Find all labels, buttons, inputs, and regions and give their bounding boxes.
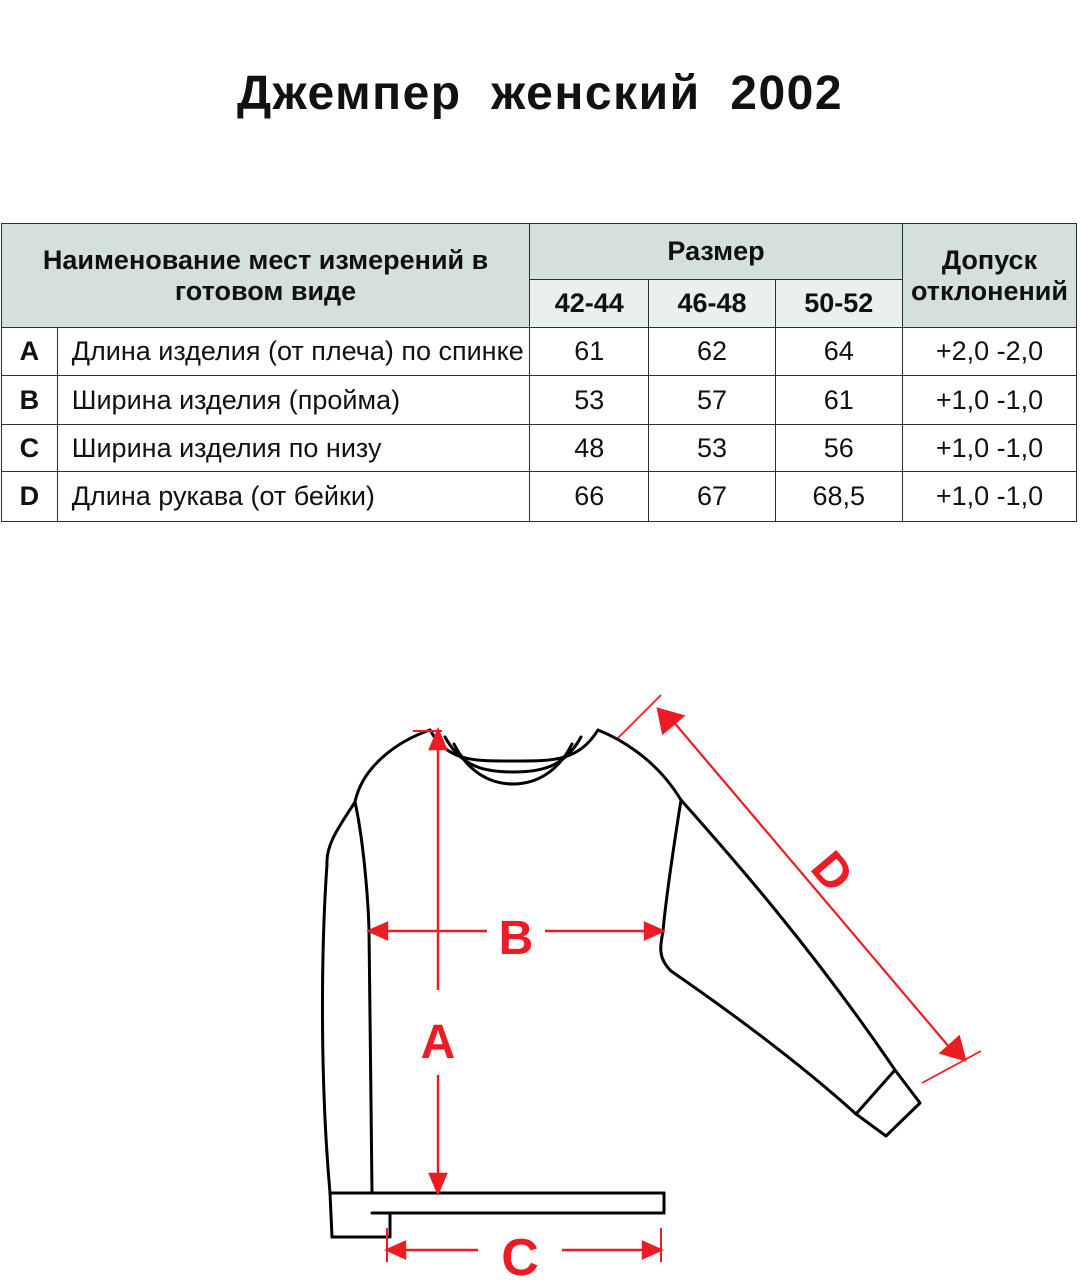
svg-text:D: D — [800, 842, 863, 903]
svg-text:C: C — [501, 1229, 539, 1280]
svg-text:B: B — [499, 912, 534, 965]
svg-text:A: A — [421, 1016, 456, 1069]
